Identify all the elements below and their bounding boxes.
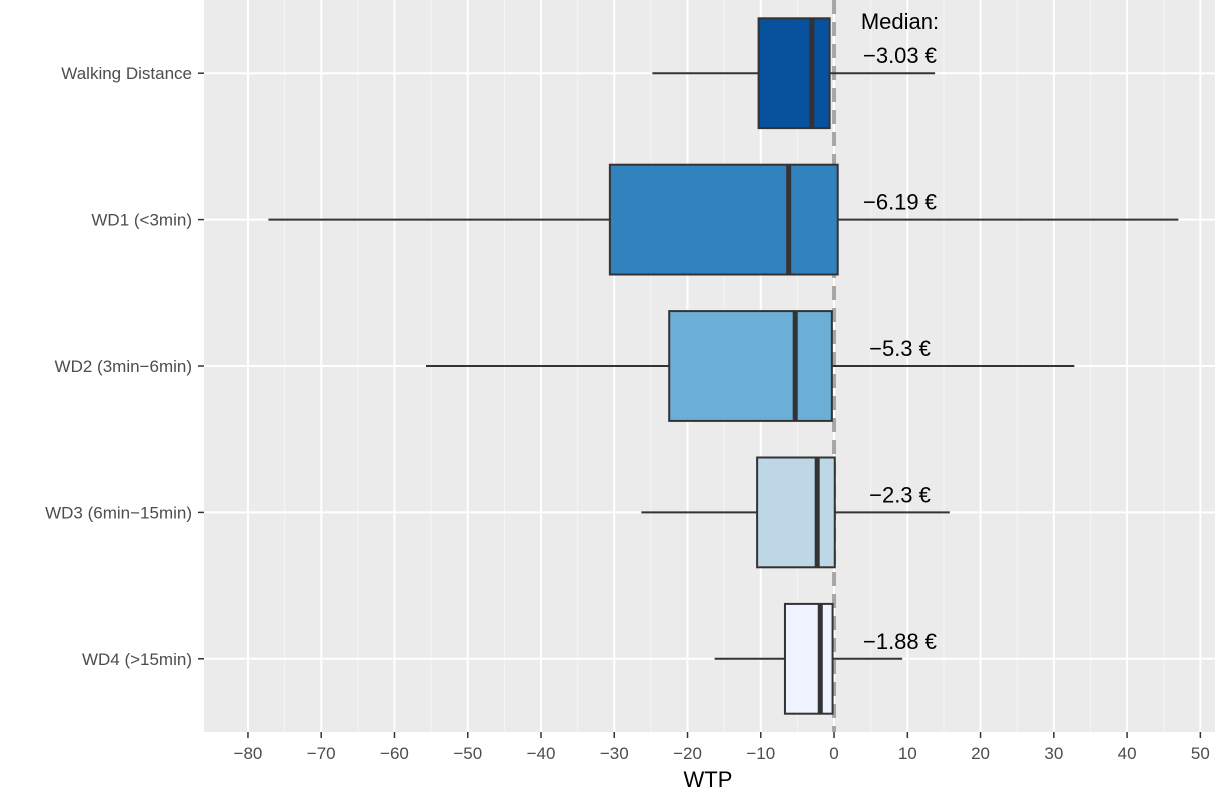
x-axis-title: WTP — [684, 767, 733, 792]
x-tick-label: −70 — [307, 744, 336, 763]
category-label: Walking Distance — [61, 64, 192, 83]
x-tick-label: −50 — [453, 744, 482, 763]
x-tick-label: 10 — [898, 744, 917, 763]
median-header: Median: — [861, 9, 939, 34]
x-tick-label: −10 — [746, 744, 775, 763]
x-tick-label: −30 — [600, 744, 629, 763]
median-value-label: −5.3 € — [869, 336, 931, 361]
median-value-label: −2.3 € — [869, 482, 931, 507]
category-label: WD3 (6min−15min) — [45, 503, 192, 522]
x-tick-label: 0 — [829, 744, 838, 763]
x-tick-label: 20 — [971, 744, 990, 763]
median-value-label: −6.19 € — [863, 190, 937, 215]
box — [756, 456, 836, 569]
category-label: WD4 (>15min) — [82, 650, 192, 669]
x-tick-label: 30 — [1044, 744, 1063, 763]
x-tick-label: 40 — [1118, 744, 1137, 763]
box — [783, 602, 834, 715]
median-value-label: −3.03 € — [863, 43, 937, 68]
x-tick-label: −40 — [527, 744, 556, 763]
category-label: WD1 (<3min) — [91, 211, 192, 230]
boxes-layer — [268, 17, 1179, 715]
category-label: WD2 (3min−6min) — [55, 357, 192, 376]
x-tick-label: −60 — [380, 744, 409, 763]
box — [608, 163, 839, 276]
median-value-label: −1.88 € — [863, 629, 937, 654]
x-tick-label: 50 — [1191, 744, 1210, 763]
box — [757, 17, 831, 130]
x-tick-label: −80 — [234, 744, 263, 763]
x-tick-label: −20 — [673, 744, 702, 763]
labels-layer: −80 −70 −60 −50 −40 −30 −20 −10 0 10 20 30 40 50 Walki… — [45, 9, 1210, 763]
box — [668, 310, 833, 422]
